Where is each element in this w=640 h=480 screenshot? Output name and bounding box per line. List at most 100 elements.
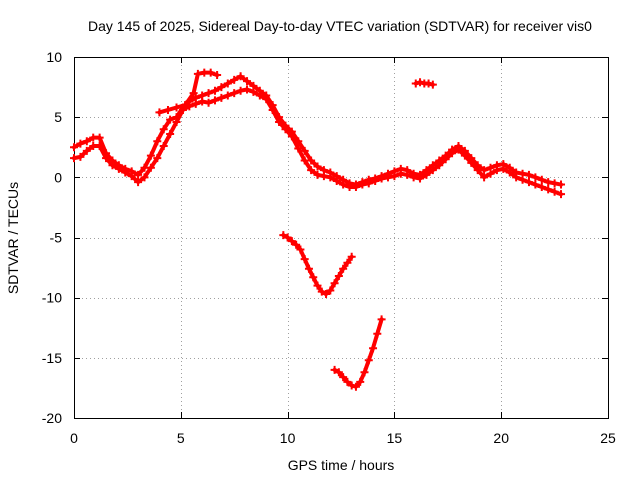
data-point — [166, 130, 175, 139]
y-tick-label: -10 — [42, 290, 62, 306]
data-point — [531, 180, 540, 189]
data-point — [334, 272, 343, 281]
data-point — [217, 93, 226, 102]
data-point — [204, 89, 213, 98]
data-point — [114, 164, 123, 173]
data-point — [524, 170, 533, 179]
data-point — [300, 156, 309, 165]
axis-ticks: 0 5 10 15 20 25 -20 -15 -10 -5 0 5 10 — [42, 49, 616, 446]
data-point — [512, 173, 521, 182]
data-point — [249, 87, 258, 96]
data-point — [403, 170, 412, 179]
data-point — [283, 233, 292, 242]
data-point — [435, 161, 444, 170]
data-point — [347, 381, 356, 390]
data-point — [480, 173, 489, 182]
data-point — [373, 329, 382, 338]
data-point — [360, 368, 369, 377]
data-point — [460, 151, 469, 160]
data-point — [134, 170, 143, 179]
series-track-5 — [279, 231, 356, 299]
data-point — [146, 151, 155, 160]
x-tick-label: 0 — [70, 430, 78, 446]
series-track-4 — [411, 78, 437, 89]
data-point — [557, 180, 566, 189]
data-point — [275, 117, 284, 126]
data-point — [313, 170, 322, 179]
data-point — [223, 91, 232, 100]
data-point — [140, 173, 149, 182]
data-point — [210, 86, 219, 95]
data-point — [236, 86, 245, 95]
data-point — [82, 137, 91, 146]
data-point — [550, 179, 559, 188]
data-point — [390, 172, 399, 181]
x-axis-label: GPS time / hours — [288, 457, 395, 473]
data-point — [369, 344, 378, 353]
data-point — [300, 255, 309, 264]
data-point — [294, 144, 303, 153]
data-point — [313, 162, 322, 171]
data-point — [159, 142, 168, 151]
data-point — [343, 377, 352, 386]
data-point — [322, 290, 331, 299]
y-tick-label: 10 — [46, 49, 62, 65]
data-point — [230, 75, 239, 84]
data-point — [377, 174, 386, 183]
data-point — [473, 166, 482, 175]
data-point — [428, 166, 437, 175]
data-point — [424, 79, 433, 88]
data-point — [339, 264, 348, 273]
data-point — [330, 279, 339, 288]
series-track-2 — [70, 85, 566, 199]
x-tick-label: 10 — [280, 430, 296, 446]
data-point — [309, 273, 318, 282]
data-point — [204, 98, 213, 107]
data-point — [537, 182, 546, 191]
data-point — [351, 182, 360, 191]
data-point — [326, 286, 335, 295]
y-tick-label: -20 — [42, 410, 62, 426]
data-point — [396, 169, 405, 178]
data-point — [499, 164, 508, 173]
data-point — [70, 154, 78, 163]
data-point — [531, 173, 540, 182]
data-point — [411, 79, 420, 88]
data-point — [287, 237, 296, 246]
grid — [74, 57, 608, 418]
data-point — [213, 71, 222, 80]
data-point — [155, 108, 164, 117]
data-point — [146, 163, 155, 172]
data-point — [358, 180, 367, 189]
data-point — [371, 176, 380, 185]
x-tick-label: 5 — [177, 430, 185, 446]
data-point — [191, 99, 200, 108]
data-point — [95, 133, 104, 142]
data-point — [134, 178, 143, 187]
data-point — [172, 103, 181, 112]
data-point — [339, 373, 348, 382]
data-point — [544, 185, 553, 194]
data-point — [343, 258, 352, 267]
data-point — [428, 80, 437, 89]
data-point — [351, 382, 360, 391]
data-point — [492, 166, 501, 175]
data-point — [102, 154, 111, 163]
data-point — [332, 176, 341, 185]
y-tick-label: -5 — [50, 230, 63, 246]
data-series — [70, 68, 566, 391]
data-point — [127, 172, 136, 181]
data-point — [82, 146, 91, 155]
data-point — [550, 187, 559, 196]
data-point — [153, 137, 162, 146]
data-point — [300, 146, 309, 155]
data-point — [334, 368, 343, 377]
data-point — [255, 91, 264, 100]
y-tick-label: 0 — [54, 169, 62, 185]
data-point — [416, 78, 425, 87]
data-point — [243, 77, 252, 86]
data-point — [364, 179, 373, 188]
x-tick-label: 15 — [387, 430, 403, 446]
data-point — [185, 102, 194, 111]
data-point — [159, 125, 168, 134]
